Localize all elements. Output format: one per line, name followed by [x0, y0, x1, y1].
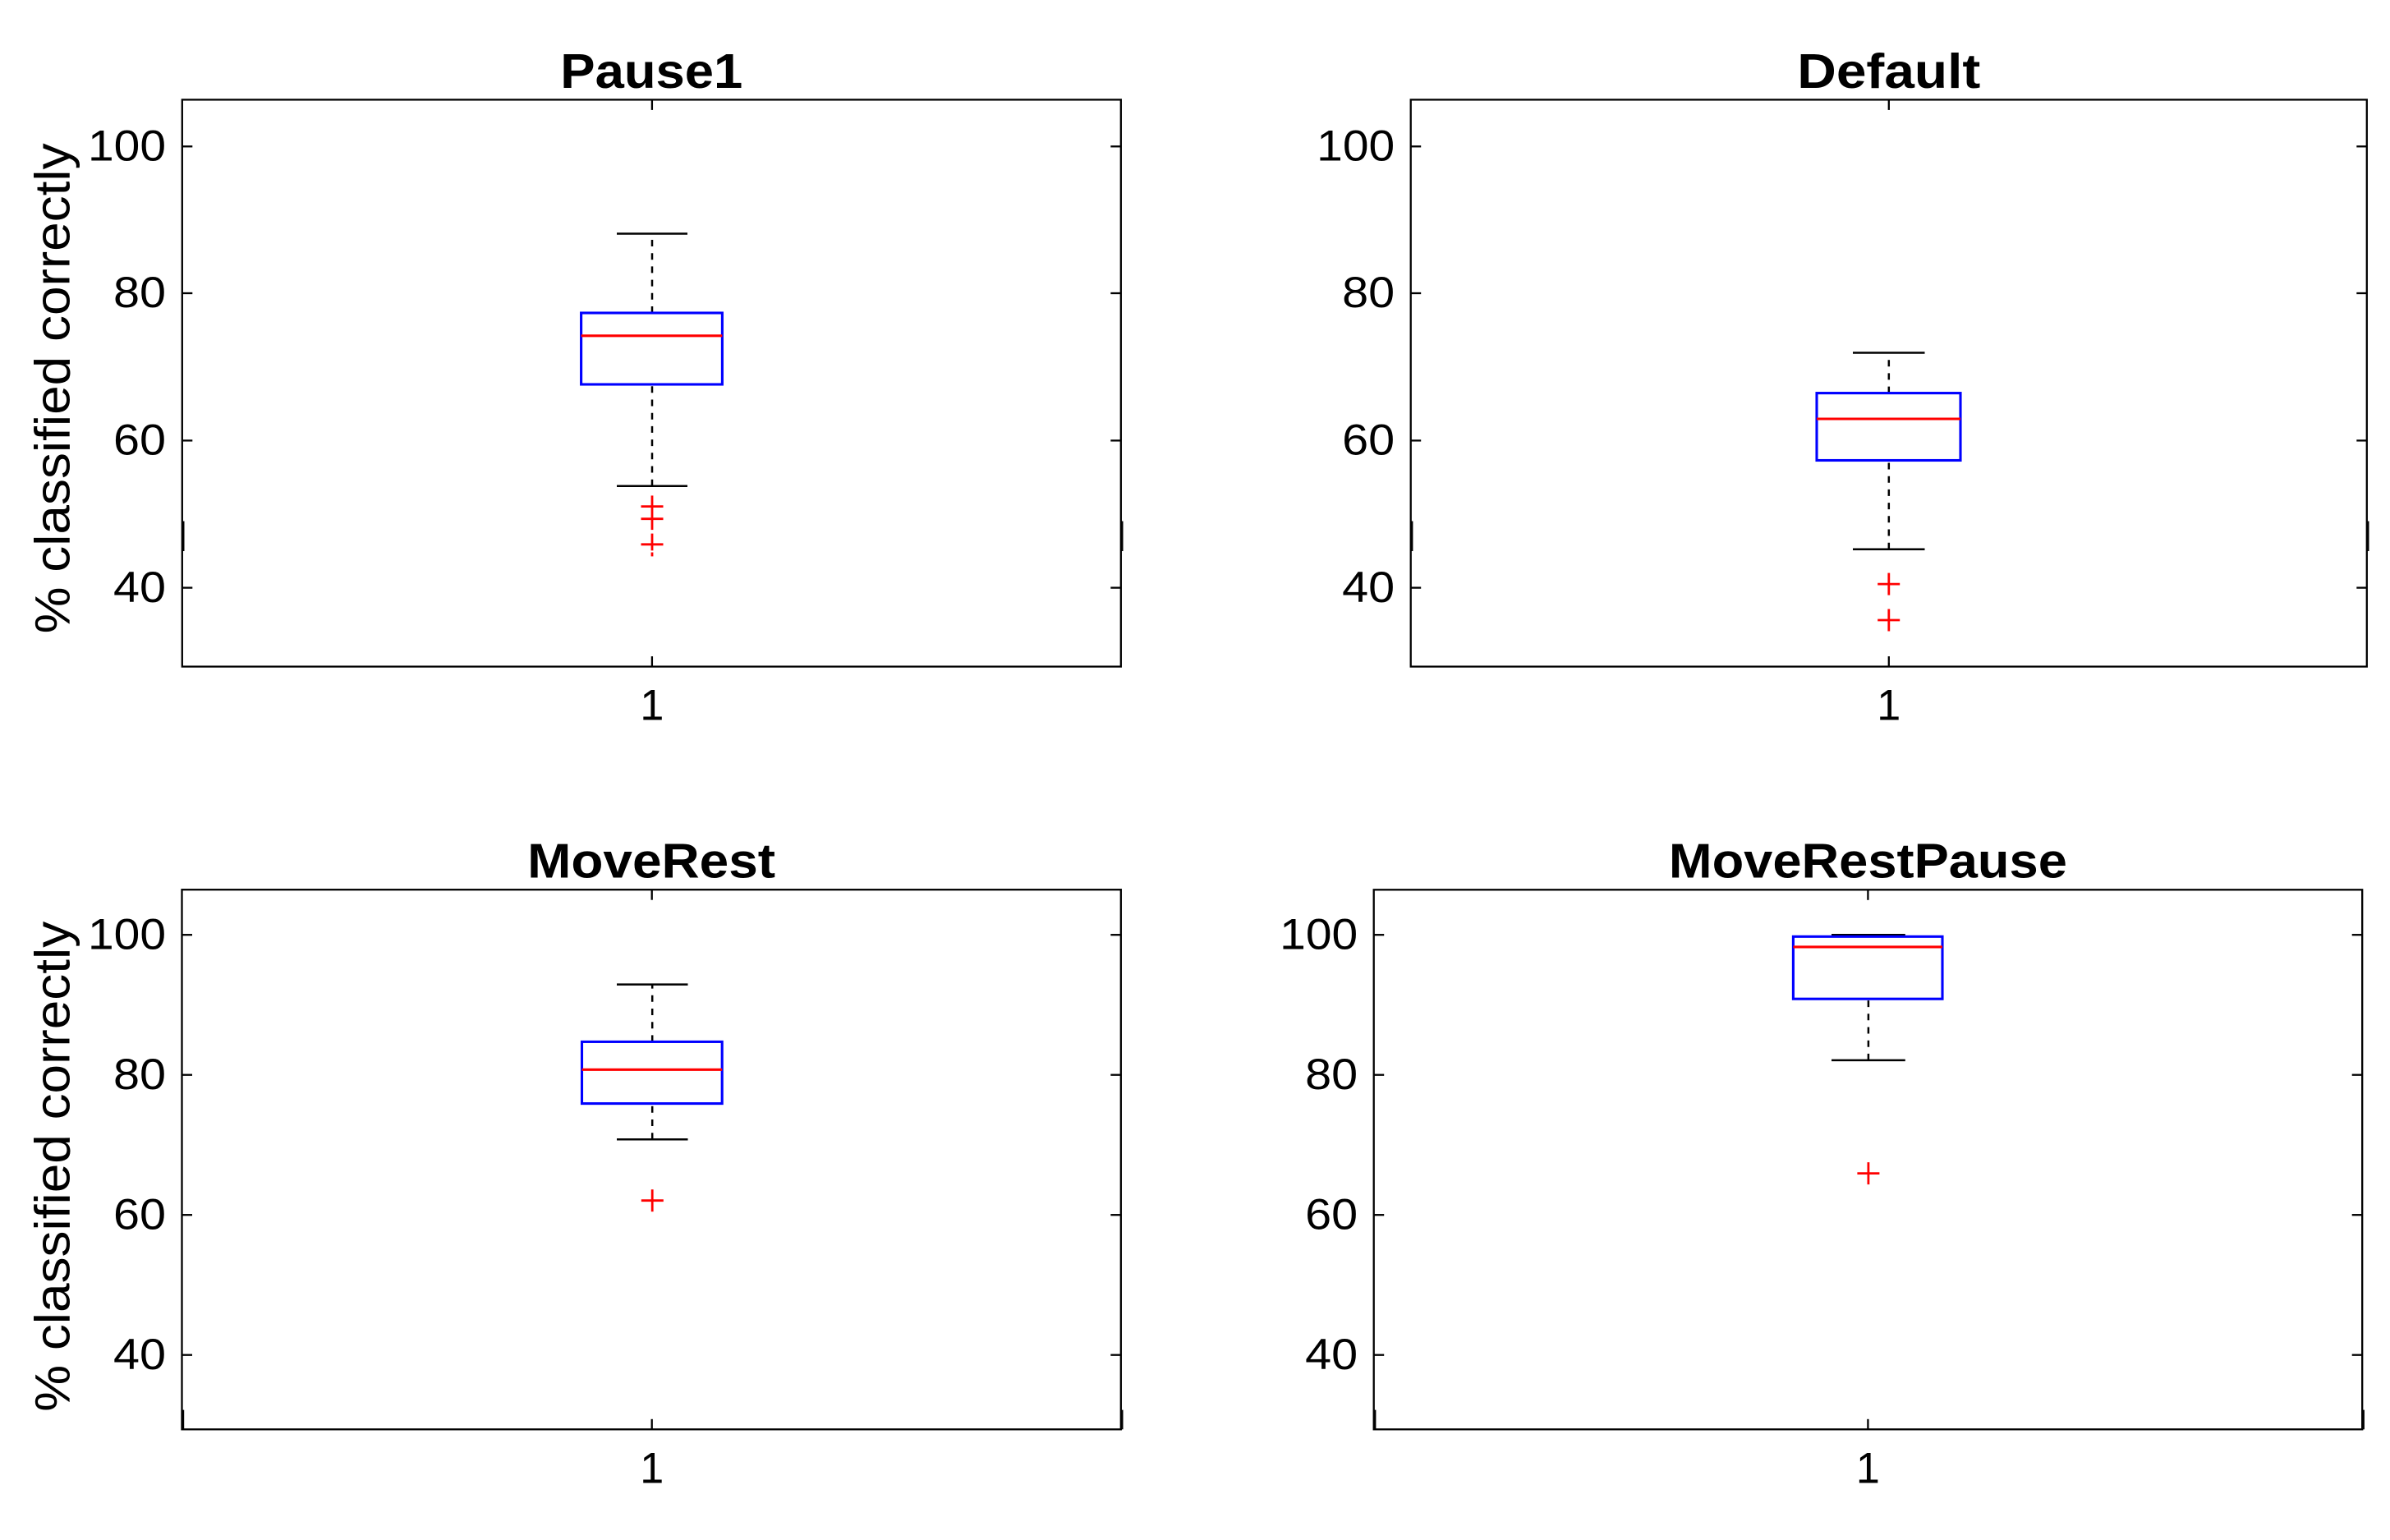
svg-text:MoveRest: MoveRest: [527, 834, 775, 889]
svg-text:40: 40: [113, 563, 166, 612]
svg-text:40: 40: [1342, 563, 1395, 612]
svg-text:% classified correctly: % classified correctly: [25, 921, 80, 1412]
svg-text:Pause1: Pause1: [560, 44, 742, 99]
svg-text:1: 1: [640, 1444, 664, 1492]
svg-text:100: 100: [1317, 122, 1395, 171]
svg-text:1: 1: [1877, 682, 1901, 730]
svg-text:100: 100: [88, 910, 166, 958]
svg-text:80: 80: [113, 269, 166, 317]
svg-text:100: 100: [1280, 910, 1358, 958]
svg-text:80: 80: [113, 1050, 166, 1099]
svg-text:100: 100: [88, 122, 166, 171]
svg-text:40: 40: [1305, 1331, 1358, 1379]
svg-text:1: 1: [1856, 1444, 1880, 1492]
svg-text:Default: Default: [1797, 44, 1980, 99]
svg-text:1: 1: [640, 682, 664, 730]
svg-text:60: 60: [1305, 1190, 1358, 1239]
svg-text:80: 80: [1305, 1050, 1358, 1099]
svg-text:MoveRestPause: MoveRestPause: [1669, 834, 2067, 889]
svg-text:60: 60: [113, 1190, 166, 1239]
svg-text:60: 60: [1342, 416, 1395, 465]
svg-text:40: 40: [113, 1331, 166, 1379]
svg-text:60: 60: [113, 416, 166, 465]
svg-text:80: 80: [1342, 269, 1395, 317]
svg-text:% classified correctly: % classified correctly: [25, 143, 80, 634]
